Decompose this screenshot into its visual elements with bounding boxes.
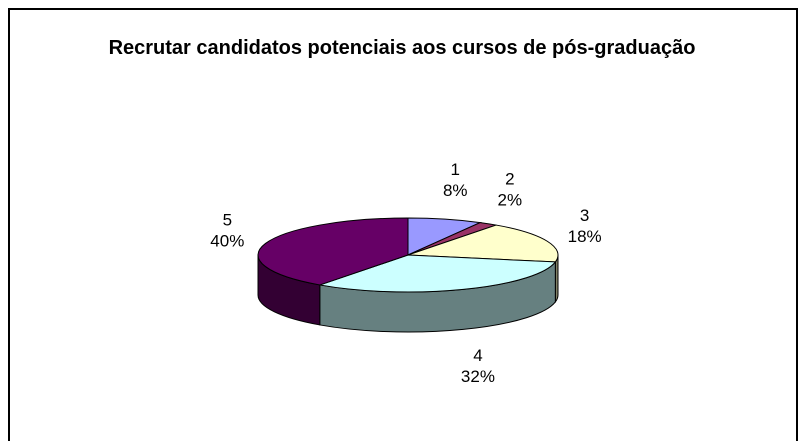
value-label: 8% <box>443 181 468 200</box>
category-label: 5 <box>223 211 232 230</box>
pie-slice <box>407 224 559 263</box>
category-label: 3 <box>580 206 589 225</box>
category-label: 2 <box>505 169 514 188</box>
pie-slice <box>257 217 409 286</box>
value-label: 32% <box>461 367 495 386</box>
chart-title: Recrutar candidatos potenciais aos curso… <box>108 37 696 59</box>
value-label: 2% <box>498 190 523 209</box>
chart-border <box>8 8 798 441</box>
category-label: 4 <box>473 346 482 365</box>
category-label: 1 <box>451 160 460 179</box>
value-label: 18% <box>568 227 602 246</box>
value-label: 40% <box>210 232 244 251</box>
pie-slice <box>319 254 557 293</box>
